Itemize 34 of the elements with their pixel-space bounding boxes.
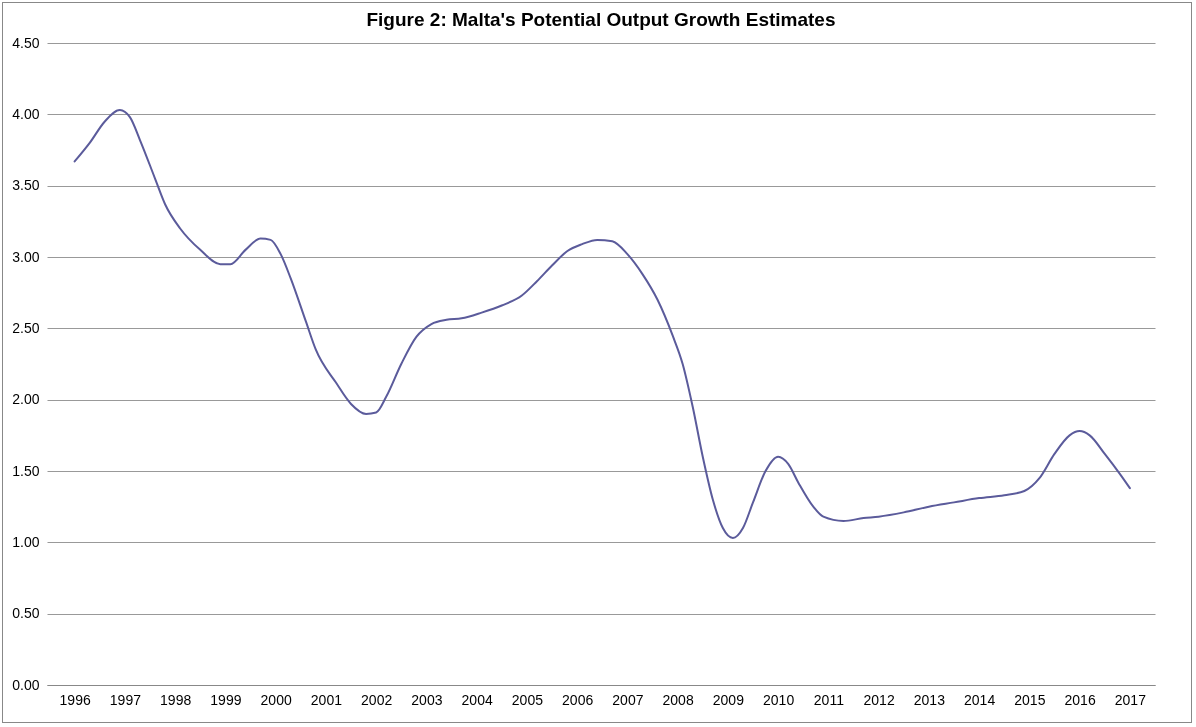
x-tick-label: 2006: [562, 691, 594, 708]
line-series: [73, 109, 1131, 540]
x-tick-label: 2009: [712, 691, 745, 708]
y-tick-label: 3.00: [12, 248, 40, 265]
x-tick-label: 2017: [1114, 691, 1147, 708]
x-tick-label: 2000: [260, 691, 292, 708]
x-tick-label: 2004: [461, 691, 493, 708]
y-tick-label: 4.50: [12, 34, 40, 51]
x-tick-label: 1998: [160, 691, 192, 708]
chart-title: Figure 2: Malta's Potential Output Growth Estimates: [366, 9, 836, 30]
x-tick-label: 2013: [913, 691, 946, 708]
x-tick-label: 2015: [1014, 691, 1046, 708]
x-tick-label: 2008: [662, 691, 694, 708]
y-tick-label: 2.50: [12, 319, 40, 336]
x-tick-label: 1999: [210, 691, 242, 708]
x-tick-label: 2003: [411, 691, 443, 708]
x-tick-label: 1997: [109, 691, 142, 708]
x-tick-label: 2005: [511, 691, 544, 708]
x-tick-label: 2011: [813, 691, 845, 708]
y-tick-label: 0.00: [12, 676, 40, 693]
x-tick-label: 2010: [763, 691, 795, 708]
y-tick-label: 2.00: [12, 391, 40, 408]
x-tick-label: 2002: [361, 691, 393, 708]
x-tick-label: 2001: [310, 691, 343, 708]
y-tick-label: 0.50: [12, 605, 40, 622]
y-tick-label: 1.00: [12, 533, 40, 550]
x-tick-label: 2012: [863, 691, 895, 708]
x-tick-label: 2014: [964, 691, 996, 708]
x-tick-label: 2016: [1064, 691, 1096, 708]
x-tick-label: 1996: [59, 691, 91, 708]
y-tick-label: 3.50: [12, 177, 40, 194]
y-tick-label: 1.50: [12, 462, 40, 479]
x-tick-label: 2007: [612, 691, 644, 708]
y-tick-label: 4.00: [12, 105, 40, 122]
